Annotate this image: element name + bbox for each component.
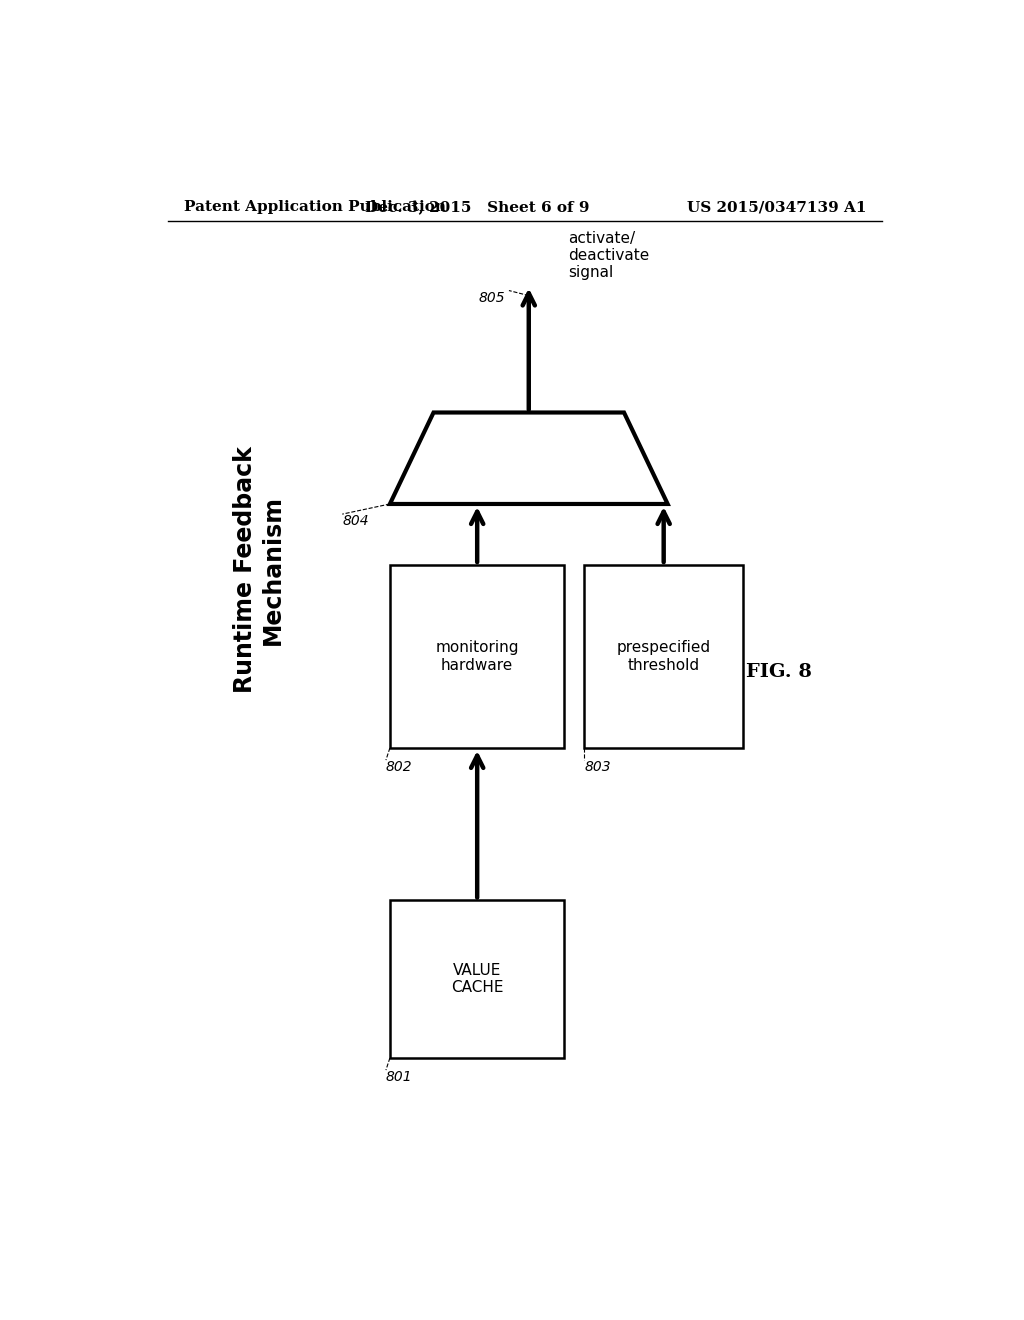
Text: 805: 805 xyxy=(478,290,505,305)
Text: Dec. 3, 2015   Sheet 6 of 9: Dec. 3, 2015 Sheet 6 of 9 xyxy=(365,201,590,214)
Bar xyxy=(390,565,564,748)
Text: prespecified
threshold: prespecified threshold xyxy=(616,640,711,673)
Text: FIG. 8: FIG. 8 xyxy=(745,663,812,681)
Bar xyxy=(390,900,564,1057)
Text: 802: 802 xyxy=(386,760,413,774)
Text: 804: 804 xyxy=(342,515,369,528)
Text: Runtime Feedback
Mechanism: Runtime Feedback Mechanism xyxy=(233,446,285,693)
Text: monitoring
hardware: monitoring hardware xyxy=(435,640,519,673)
Text: VALUE
CACHE: VALUE CACHE xyxy=(451,964,504,995)
Text: 801: 801 xyxy=(386,1071,413,1084)
Text: activate/
deactivate
signal: activate/ deactivate signal xyxy=(568,231,649,280)
Polygon shape xyxy=(390,412,668,504)
Bar xyxy=(585,565,743,748)
Text: 803: 803 xyxy=(585,760,611,774)
Text: Patent Application Publication: Patent Application Publication xyxy=(183,201,445,214)
Text: US 2015/0347139 A1: US 2015/0347139 A1 xyxy=(686,201,866,214)
